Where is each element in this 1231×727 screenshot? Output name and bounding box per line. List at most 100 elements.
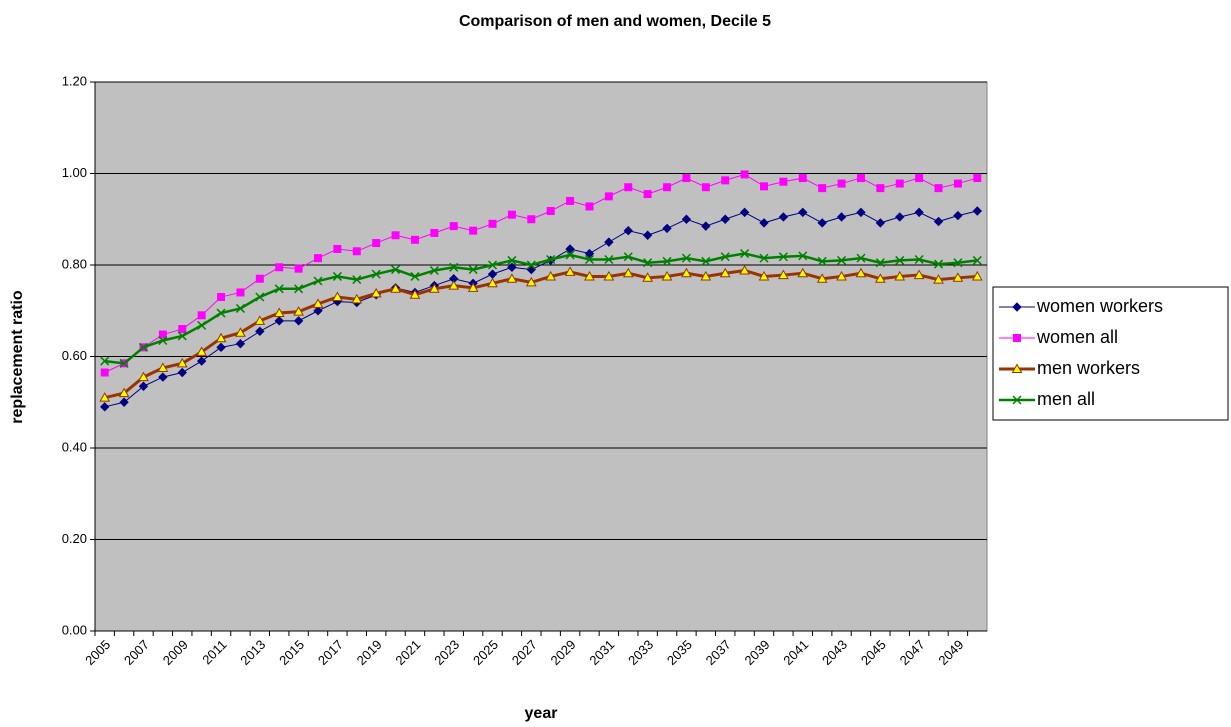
marker xyxy=(428,283,440,293)
marker xyxy=(313,276,323,286)
marker xyxy=(661,270,673,281)
marker xyxy=(274,284,284,294)
marker xyxy=(332,291,343,302)
marker xyxy=(663,183,672,192)
x-tick-label: 2049 xyxy=(935,637,966,668)
marker xyxy=(604,254,614,265)
marker xyxy=(409,289,421,299)
marker xyxy=(876,184,885,193)
marker xyxy=(545,270,557,281)
x-tick-label: 2037 xyxy=(703,637,734,668)
marker xyxy=(584,248,595,259)
marker xyxy=(682,174,691,183)
marker xyxy=(837,255,847,265)
x-tick-label: 2043 xyxy=(819,637,850,668)
y-tick-label: 0.20 xyxy=(62,531,87,546)
marker xyxy=(836,212,847,222)
marker xyxy=(487,260,498,270)
marker xyxy=(624,183,633,192)
marker xyxy=(100,356,110,366)
series-line xyxy=(104,268,978,400)
marker xyxy=(100,368,109,377)
x-tick-label: 2025 xyxy=(470,637,501,668)
marker xyxy=(158,372,168,382)
x-tick-label: 2021 xyxy=(392,637,423,668)
marker xyxy=(913,269,925,280)
marker xyxy=(119,397,129,407)
marker xyxy=(739,207,750,218)
series-line xyxy=(104,252,978,365)
marker xyxy=(255,292,265,302)
marker xyxy=(138,371,149,382)
marker xyxy=(177,367,187,378)
marker xyxy=(235,303,245,313)
y-tick-label: 0.40 xyxy=(62,439,87,454)
marker xyxy=(914,254,924,265)
marker xyxy=(759,253,769,263)
marker xyxy=(701,221,711,231)
marker xyxy=(370,287,382,298)
marker xyxy=(797,267,809,278)
marker xyxy=(235,327,246,337)
marker xyxy=(701,256,711,266)
marker xyxy=(196,356,207,366)
marker xyxy=(701,183,710,192)
x-tick-label: 2007 xyxy=(121,637,152,668)
y-axis-title: replacement ratio xyxy=(9,290,26,424)
marker xyxy=(118,387,130,398)
marker xyxy=(351,293,363,304)
marker xyxy=(273,307,285,318)
marker xyxy=(236,288,245,297)
marker xyxy=(972,255,982,265)
x-tick-label: 2017 xyxy=(315,637,346,668)
marker xyxy=(818,184,827,193)
marker xyxy=(719,267,731,278)
x-tick-label: 2009 xyxy=(160,637,191,668)
marker xyxy=(933,216,944,227)
marker xyxy=(564,266,576,276)
x-tick-label: 2031 xyxy=(586,637,617,668)
legend-label: women all xyxy=(1036,327,1118,347)
marker xyxy=(449,262,459,272)
marker xyxy=(119,358,129,368)
y-tick-label: 0.60 xyxy=(62,348,87,363)
marker xyxy=(507,255,517,265)
marker xyxy=(721,176,730,185)
legend-marker xyxy=(1012,395,1022,405)
marker xyxy=(527,215,536,224)
marker xyxy=(798,174,807,183)
marker xyxy=(914,207,924,218)
marker xyxy=(390,283,401,293)
marker xyxy=(410,271,420,281)
marker xyxy=(215,332,227,343)
marker xyxy=(371,269,381,279)
legend-marker xyxy=(1011,363,1023,373)
marker xyxy=(294,284,304,294)
marker xyxy=(681,253,691,263)
marker xyxy=(352,247,361,256)
marker xyxy=(874,273,886,283)
x-tick-label: 2011 xyxy=(199,637,229,667)
marker xyxy=(197,320,207,330)
marker xyxy=(138,342,149,352)
marker xyxy=(410,235,419,244)
marker xyxy=(662,223,672,234)
marker xyxy=(779,177,788,186)
marker xyxy=(760,182,768,191)
marker xyxy=(197,311,206,320)
marker xyxy=(333,244,342,253)
x-tick-label: 2041 xyxy=(780,637,811,668)
marker xyxy=(177,331,187,341)
x-tick-label: 2023 xyxy=(431,637,462,668)
marker xyxy=(196,346,208,356)
marker xyxy=(875,258,885,268)
chart-title: Comparison of men and women, Decile 5 xyxy=(459,13,771,30)
y-tick-label: 1.00 xyxy=(62,165,87,180)
marker xyxy=(681,267,692,278)
marker xyxy=(176,357,188,368)
x-tick-label: 2027 xyxy=(509,637,540,668)
marker xyxy=(565,250,575,260)
marker xyxy=(449,222,458,231)
legend-box xyxy=(992,286,1229,421)
marker xyxy=(430,228,439,237)
